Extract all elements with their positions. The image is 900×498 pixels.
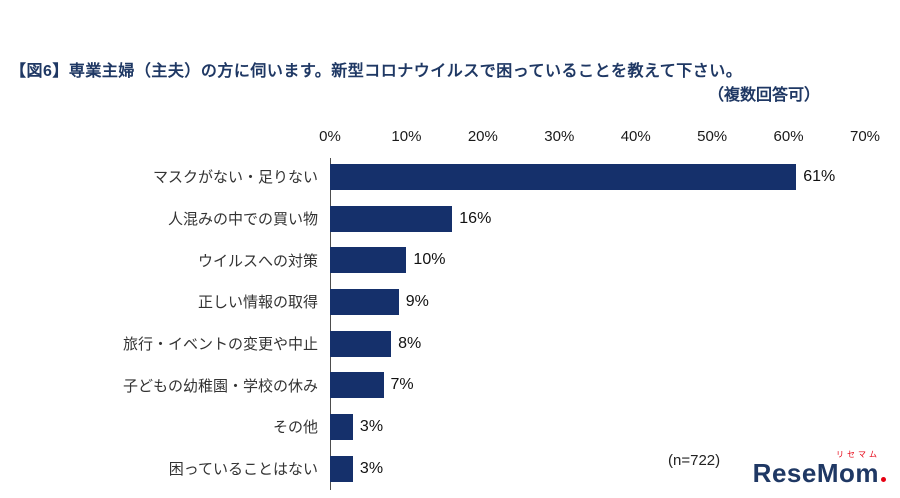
x-tick-label: 30% xyxy=(544,128,575,145)
bar xyxy=(330,247,407,274)
category-label: 旅行・イベントの変更や中止 xyxy=(122,336,318,354)
x-tick-label: 70% xyxy=(849,128,881,145)
y-axis-line xyxy=(330,158,331,490)
bar-row: マスクがない・足りない 61% xyxy=(0,156,900,198)
category-label: その他 xyxy=(272,419,318,437)
logo-red-dot-icon xyxy=(881,477,886,482)
x-tick-label: 60% xyxy=(773,128,804,145)
bar xyxy=(330,163,797,190)
category-label: 人混みの中での買い物 xyxy=(167,211,318,229)
bar xyxy=(330,330,392,357)
value-label: 10% xyxy=(413,251,446,269)
bar-track: 7% xyxy=(330,364,870,406)
bar-row: 子どもの幼稚園・学校の休み 7% xyxy=(0,364,900,406)
bar-row: ウイルスへの対策 10% xyxy=(0,239,900,281)
x-tick-label: 0% xyxy=(319,128,341,145)
bar-track: 61% xyxy=(330,156,870,198)
bar-row: 困っていることはない 3% xyxy=(0,448,900,490)
x-tick-label: 50% xyxy=(697,128,728,145)
value-label: 7% xyxy=(390,376,414,394)
bar xyxy=(330,372,384,399)
logo-kana-text: リセマム xyxy=(836,450,880,459)
bar-row: 正しい情報の取得 9% xyxy=(0,281,900,323)
bar-row: その他 3% xyxy=(0,406,900,448)
value-label: 8% xyxy=(398,334,422,352)
bar-track: 16% xyxy=(330,198,870,240)
chart-title: 【図6】専業主婦（主夫）の方に伺います。新型コロナウイルスで困っていることを教え… xyxy=(10,63,743,80)
bar-track: 9% xyxy=(330,281,870,323)
resemom-logo: リセマム ReseMom xyxy=(753,451,886,486)
bar-track: 8% xyxy=(330,323,870,365)
bar xyxy=(330,455,353,482)
chart-subtitle-note: （複数回答可） xyxy=(707,87,820,104)
bar-chart: マスクがない・足りない 61% 人混みの中での買い物 16% ウイルスへの対策 10% 正し… xyxy=(0,156,900,490)
sample-size-note: (n=722) xyxy=(668,452,721,469)
value-label: 9% xyxy=(405,292,429,310)
x-tick-label: 20% xyxy=(467,128,498,145)
bar-track: 3% xyxy=(330,448,870,490)
x-axis: 0% 10% 20% 30% 40% 50% 60% 70% xyxy=(319,128,880,148)
bar-track: 10% xyxy=(330,239,870,281)
bar-row: 人混みの中での買い物 16% xyxy=(0,198,900,240)
x-tick-label: 40% xyxy=(620,128,651,145)
category-label: 子どもの幼稚園・学校の休み xyxy=(122,377,318,395)
bar xyxy=(330,205,453,232)
value-label: 3% xyxy=(359,417,384,435)
category-label: 正しい情報の取得 xyxy=(197,294,318,312)
x-tick-label: 10% xyxy=(391,128,422,145)
logo-text: ReseMom xyxy=(752,458,879,488)
category-label: ウイルスへの対策 xyxy=(197,252,318,270)
bar-row: 旅行・イベントの変更や中止 8% xyxy=(0,323,900,365)
value-label: 61% xyxy=(803,167,836,185)
bar xyxy=(330,413,353,440)
bar xyxy=(330,288,399,315)
value-label: 3% xyxy=(359,459,384,477)
category-label: 困っていることはない xyxy=(168,461,318,479)
value-label: 16% xyxy=(459,209,492,227)
category-label: マスクがない・足りない xyxy=(152,169,318,187)
bar-track: 3% xyxy=(330,406,870,448)
